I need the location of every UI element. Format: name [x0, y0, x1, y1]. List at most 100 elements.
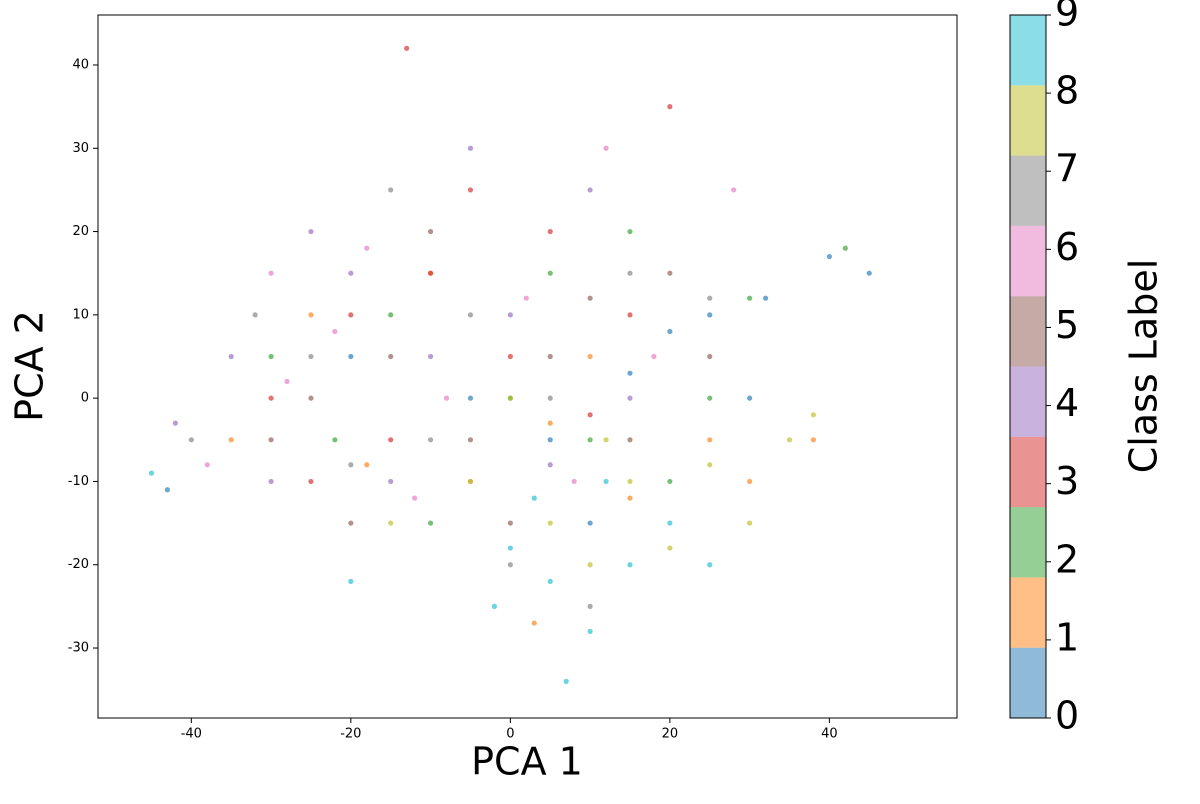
scatter-point [603, 145, 609, 151]
scatter-point [443, 395, 450, 401]
scatter-point [747, 478, 753, 485]
scatter-point [507, 520, 513, 526]
scatter-point [587, 187, 593, 193]
scatter-point [164, 487, 170, 493]
scatter-point [826, 253, 832, 260]
scatter-point [308, 312, 314, 318]
scatter-point [547, 395, 553, 401]
scatter-point [667, 520, 673, 526]
scatter-point [547, 228, 553, 235]
scatter-point [547, 520, 553, 526]
colorbar-tick-label: 4 [1055, 381, 1079, 425]
scatter-point [308, 353, 314, 360]
scatter-point [747, 520, 753, 526]
scatter-point [731, 187, 737, 193]
scatter-point [204, 462, 210, 468]
scatter-point [388, 520, 394, 526]
scatter-point [667, 104, 673, 110]
scatter-point [332, 437, 338, 443]
scatter-point [587, 628, 593, 634]
scatter-point [427, 520, 434, 526]
scatter-point [348, 353, 354, 360]
scatter-point [603, 478, 609, 485]
scatter-point [627, 478, 633, 485]
scatter-point [308, 478, 314, 485]
scatter-point [228, 437, 234, 443]
y-tick-label: 40 [72, 57, 89, 72]
scatter-point [587, 295, 593, 301]
scatter-point [388, 187, 394, 193]
scatter-point [467, 312, 474, 318]
scatter-point [507, 353, 513, 360]
scatter-point [148, 470, 155, 476]
scatter-point [627, 495, 633, 501]
scatter-point [531, 495, 537, 501]
scatter-point [762, 295, 769, 301]
scatter-point [627, 312, 633, 318]
scatter-point [427, 228, 434, 235]
scatter-point [707, 437, 713, 443]
scatter-point [707, 395, 713, 401]
scatter-point [268, 353, 274, 360]
scatter-point [507, 545, 513, 551]
y-tick-label: 0 [81, 391, 89, 406]
scatter-point [427, 270, 434, 276]
scatter-point [268, 395, 274, 401]
scatter-point [707, 462, 713, 468]
scatter-point [364, 462, 370, 468]
scatter-point [308, 228, 314, 235]
scatter-point [467, 478, 474, 485]
colorbar-segment [1010, 577, 1046, 648]
scatter-point [547, 420, 553, 426]
x-axis-label: PCA 1 [471, 740, 583, 784]
scatter-point [284, 378, 290, 385]
y-tick-label: 20 [72, 224, 89, 239]
colorbar-segment [1010, 366, 1046, 437]
colorbar-tick-label: 8 [1055, 69, 1079, 113]
y-tick-label: -30 [68, 641, 89, 656]
scatter-point [228, 353, 234, 360]
scatter-point [348, 312, 354, 318]
scatter-point [523, 295, 529, 301]
scatter-point [404, 45, 410, 51]
colorbar-tick-label: 5 [1055, 303, 1079, 347]
colorbar-label: Class Label [1122, 259, 1166, 474]
scatter-point [172, 420, 178, 426]
scatter-point [507, 312, 513, 318]
x-tick-label: 20 [662, 727, 679, 742]
scatter-point [707, 562, 713, 568]
scatter-point [667, 270, 673, 276]
scatter-point [388, 312, 394, 318]
colorbar-tick-label: 3 [1055, 459, 1079, 503]
scatter-point [587, 562, 593, 568]
scatter-point [747, 295, 753, 301]
scatter-point [587, 520, 593, 526]
scatter-point [651, 353, 657, 360]
scatter-point [547, 462, 553, 468]
scatter-point [587, 412, 593, 418]
scatter-point [268, 437, 274, 443]
scatter-point [810, 412, 817, 418]
x-tick-label: 0 [506, 727, 514, 742]
x-tick-label: 40 [821, 727, 838, 742]
colorbar-tick-label: 7 [1055, 147, 1079, 191]
x-tick-label: -40 [181, 727, 202, 742]
scatter-point [747, 395, 753, 401]
colorbar-segment [1010, 225, 1046, 297]
colorbar-segment [1010, 155, 1046, 226]
scatter-point [786, 437, 793, 443]
colorbar-frame [1009, 14, 1047, 719]
scatter-point [810, 437, 817, 443]
scatter-point [491, 603, 498, 609]
scatter-point [707, 295, 713, 301]
scatter-point [842, 245, 848, 251]
colorbar-segment [1010, 507, 1046, 578]
scatter-point [627, 270, 633, 276]
scatter-point [603, 437, 609, 443]
scatter-point [188, 437, 194, 443]
scatter-point [252, 312, 258, 318]
scatter-point [467, 437, 474, 443]
colorbar-segment [1010, 296, 1046, 367]
colorbar-segment [1010, 436, 1046, 508]
